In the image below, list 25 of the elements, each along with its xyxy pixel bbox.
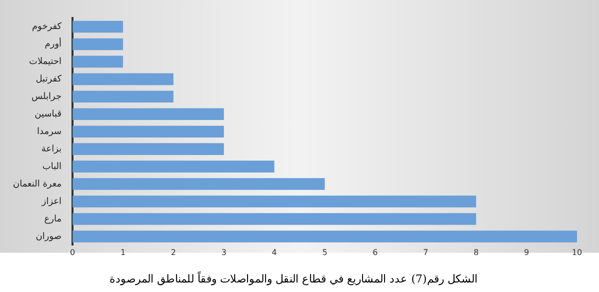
y-tick-label: معرة النعمان xyxy=(12,179,62,190)
x-tick-label: 3 xyxy=(221,248,226,258)
x-tick-label: 7 xyxy=(423,248,428,258)
x-tick-label: 9 xyxy=(524,248,530,258)
y-tick-label: أورم xyxy=(44,38,62,50)
y-tick-label: الباب xyxy=(42,162,62,172)
y-tick-label: صوران xyxy=(36,232,62,242)
y-tick-label: اعزاز xyxy=(40,196,62,207)
x-tick-label: 10 xyxy=(572,248,582,258)
y-tick-label: احتيملات xyxy=(29,57,62,68)
x-tick-label: 1 xyxy=(120,248,126,258)
y-tick-label: سرمدا xyxy=(36,126,62,137)
x-tick-label: 2 xyxy=(170,248,176,258)
x-tick-label: 5 xyxy=(322,248,328,258)
y-tick-label: قباسين xyxy=(34,109,62,120)
y-tick-label: كفرخوم xyxy=(32,22,62,32)
y-tick-label: مارع xyxy=(44,214,62,224)
x-tick-label: 6 xyxy=(372,248,378,258)
y-tick-label: بزاعة xyxy=(41,144,62,154)
x-tick-label: 8 xyxy=(474,248,479,258)
text: الشكل رقم(7) عدد المشاريع في قطاع النقل والمواصلات وفقاً للمناطق المرصودة xyxy=(110,270,478,286)
y-tick-label: جرابلس xyxy=(32,92,62,102)
y-tick-label: كفرتبل xyxy=(36,74,62,85)
x-tick-label: 4 xyxy=(272,248,277,258)
x-tick-label: 0 xyxy=(70,248,76,258)
